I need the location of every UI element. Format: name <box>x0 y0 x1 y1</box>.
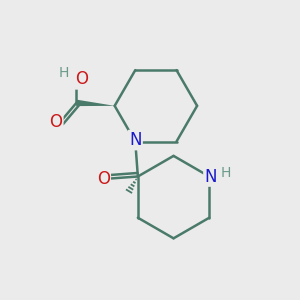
Text: N: N <box>205 167 217 185</box>
Text: O: O <box>75 70 88 88</box>
Polygon shape <box>76 100 115 106</box>
Text: H: H <box>220 166 231 180</box>
Text: H: H <box>59 66 69 80</box>
Text: O: O <box>97 170 110 188</box>
Text: N: N <box>129 131 142 149</box>
Text: O: O <box>49 113 62 131</box>
